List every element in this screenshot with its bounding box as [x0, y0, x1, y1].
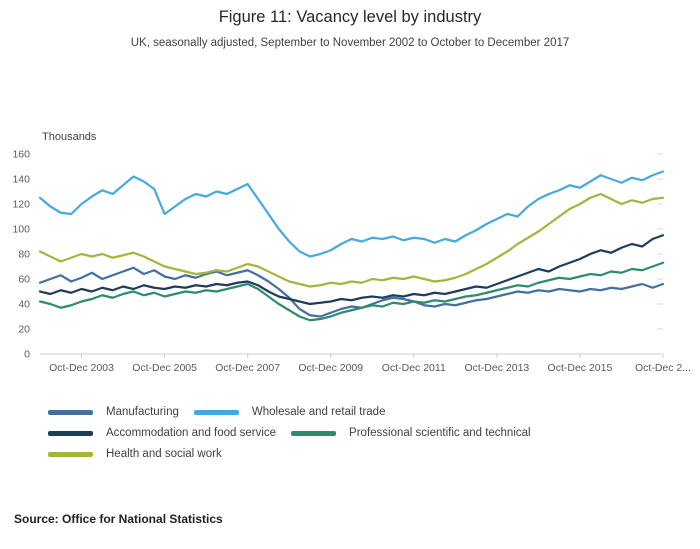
chart-subtitle: UK, seasonally adjusted, September to No…	[130, 37, 570, 49]
svg-text:120: 120	[12, 199, 30, 211]
svg-text:20: 20	[18, 324, 30, 336]
svg-text:Oct-Dec 2011: Oct-Dec 2011	[382, 362, 446, 374]
legend-item-accommodation-food: Accommodation and food service	[48, 427, 276, 439]
svg-text:160: 160	[12, 149, 30, 161]
legend-swatch-manufacturing	[48, 409, 93, 415]
legend-swatch-health-social	[48, 451, 93, 457]
chart-title: Figure 11: Vacancy level by industry	[218, 8, 482, 26]
legend-item-professional-scientific: Professional scientific and technical	[291, 427, 531, 439]
legend-label: Accommodation and food service	[106, 427, 277, 439]
svg-text:Oct-Dec 2...: Oct-Dec 2...	[635, 362, 691, 374]
svg-text:Oct-Dec 2007: Oct-Dec 2007	[215, 362, 280, 374]
svg-text:Oct-Dec 2013: Oct-Dec 2013	[464, 362, 529, 374]
svg-text:Oct-Dec 2003: Oct-Dec 2003	[49, 362, 114, 374]
legend-label: Manufacturing	[106, 406, 179, 418]
svg-text:0: 0	[24, 349, 30, 361]
legend-swatch-wholesale-retail	[193, 409, 239, 415]
source-attribution: Source: Office for National Statistics	[14, 512, 223, 526]
y-axis-unit-label: Thousands	[42, 131, 97, 143]
legend-label: Professional scientific and technical	[349, 427, 531, 439]
svg-text:Oct-Dec 2005: Oct-Dec 2005	[132, 362, 197, 374]
legend-row: Manufacturing Wholesale and retail trade	[48, 406, 668, 418]
legend-item-health-social: Health and social work	[48, 448, 222, 460]
vacancy-line-chart: 0 20 40 60 80 100 120 140 160 Oct-Dec 2003 Oct-Dec…	[12, 149, 691, 375]
svg-text:80: 80	[18, 249, 30, 261]
svg-text:Oct-Dec 2009: Oct-Dec 2009	[298, 362, 363, 374]
legend-swatch-professional-scientific	[291, 430, 337, 436]
svg-text:Oct-Dec 2015: Oct-Dec 2015	[548, 362, 613, 374]
legend-row: Health and social work	[48, 448, 668, 460]
svg-text:40: 40	[18, 299, 30, 311]
legend-item-manufacturing: Manufacturing	[48, 406, 179, 418]
chart-legend: Manufacturing Wholesale and retail trade…	[48, 406, 668, 469]
legend-label: Health and social work	[106, 448, 222, 460]
legend-label: Wholesale and retail trade	[251, 406, 386, 418]
legend-row: Accommodation and food service Professio…	[48, 427, 668, 439]
svg-text:100: 100	[12, 224, 30, 236]
svg-text:60: 60	[18, 274, 30, 286]
svg-text:140: 140	[12, 174, 30, 186]
legend-swatch-accommodation-food	[48, 430, 93, 436]
legend-item-wholesale-retail: Wholesale and retail trade	[193, 406, 386, 418]
